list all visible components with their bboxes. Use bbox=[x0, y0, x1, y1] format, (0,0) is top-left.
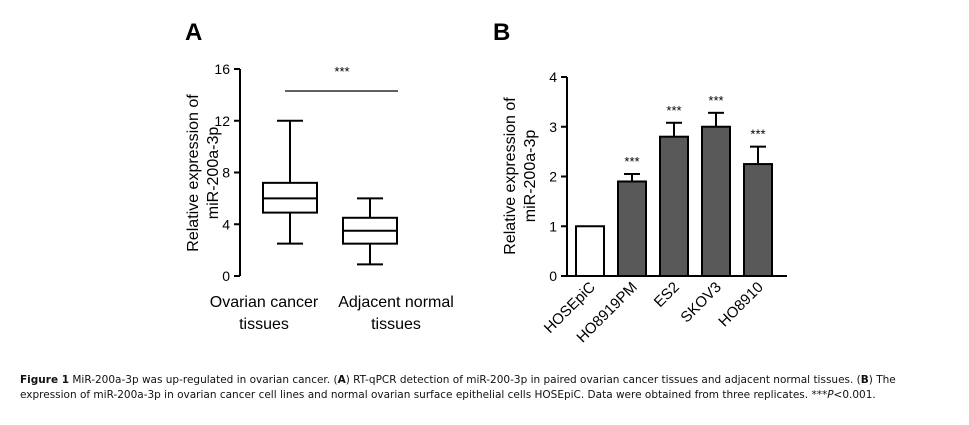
panel-a-ytick-label-0: 0 bbox=[222, 268, 230, 284]
panel-a-xlabel-2-line2: tissues bbox=[371, 316, 421, 333]
caption-text-4: <0.001. bbox=[833, 389, 876, 401]
caption-prefix: Figure 1 bbox=[20, 374, 70, 386]
panel-b-ytick-label-1: 1 bbox=[549, 218, 557, 234]
panel-b-bar-chart: Relative expression of miR-200a-3p 0 1 2 3 4… bbox=[502, 69, 787, 346]
caption-text-3: ) The expression of miR-200a-3p in ovari… bbox=[20, 374, 896, 401]
panel-a-xlabel-1-line2: tissues bbox=[239, 316, 289, 333]
panel-a-ytick-label-2: 8 bbox=[222, 165, 230, 181]
panel-a-xlabel-2-line1: Adjacent normal bbox=[338, 294, 454, 311]
panel-b-ylabel-line2: miR-200a-3p bbox=[522, 130, 539, 223]
panel-b-bar-0 bbox=[575, 225, 605, 277]
panel-a-significance: *** bbox=[334, 64, 349, 79]
panel-a-label: A bbox=[185, 19, 202, 46]
caption-panel-a-ref: A bbox=[337, 374, 346, 386]
panel-b-bar-3 bbox=[701, 125, 731, 277]
panel-a-ylabel-line2: miR-200a-3p bbox=[205, 127, 222, 220]
panel-b-ytick-label-4: 4 bbox=[549, 69, 557, 85]
panel-b-bar-annotation-2: *** bbox=[666, 103, 681, 118]
caption-text-2: ) RT-qPCR detection of miR-200-3p in pai… bbox=[345, 374, 861, 386]
panel-a-xlabel-1-line1: Ovarian cancer bbox=[210, 294, 319, 311]
panel-b-xtick-label-4: HO8910 bbox=[715, 279, 767, 331]
panel-b-xtick-label-2: ES2 bbox=[651, 279, 683, 311]
caption-panel-b-ref: B bbox=[860, 374, 869, 386]
panel-b-ytick-label-0: 0 bbox=[549, 268, 557, 284]
figure: A Relative expression of miR-200a-3p Ova… bbox=[185, 19, 787, 346]
panel-b-ytick-label-3: 3 bbox=[549, 119, 557, 135]
panel-b-ylabel-line1: Relative expression of bbox=[502, 97, 519, 255]
panel-b-bar-annotation-1: *** bbox=[624, 154, 639, 169]
panel-b-bar-1 bbox=[617, 180, 647, 278]
panel-b-ytick-label-2: 2 bbox=[549, 169, 557, 185]
panel-b-label: B bbox=[493, 19, 510, 46]
caption-text-1: MiR-200a-3p was up-regulated in ovarian … bbox=[69, 374, 338, 386]
panel-a-ytick-label-1: 4 bbox=[222, 216, 230, 232]
panel-b-bar-annotation-4: *** bbox=[750, 127, 765, 142]
panel-b-bar-4 bbox=[743, 163, 773, 277]
panel-a-boxplot: Relative expression of miR-200a-3p Ovari… bbox=[185, 61, 454, 333]
panel-a-ytick-label-3: 12 bbox=[214, 113, 230, 129]
panel-b-bar-2 bbox=[659, 135, 689, 277]
panel-b-bar-annotation-3: *** bbox=[708, 93, 723, 108]
panel-a-ytick-label-4: 16 bbox=[214, 61, 230, 77]
panel-a-ylabel-line1: Relative expression of bbox=[185, 94, 202, 252]
figure-caption: Figure 1 MiR-200a-3p was up-regulated in… bbox=[20, 373, 955, 403]
caption-p-symbol: P bbox=[827, 389, 834, 401]
